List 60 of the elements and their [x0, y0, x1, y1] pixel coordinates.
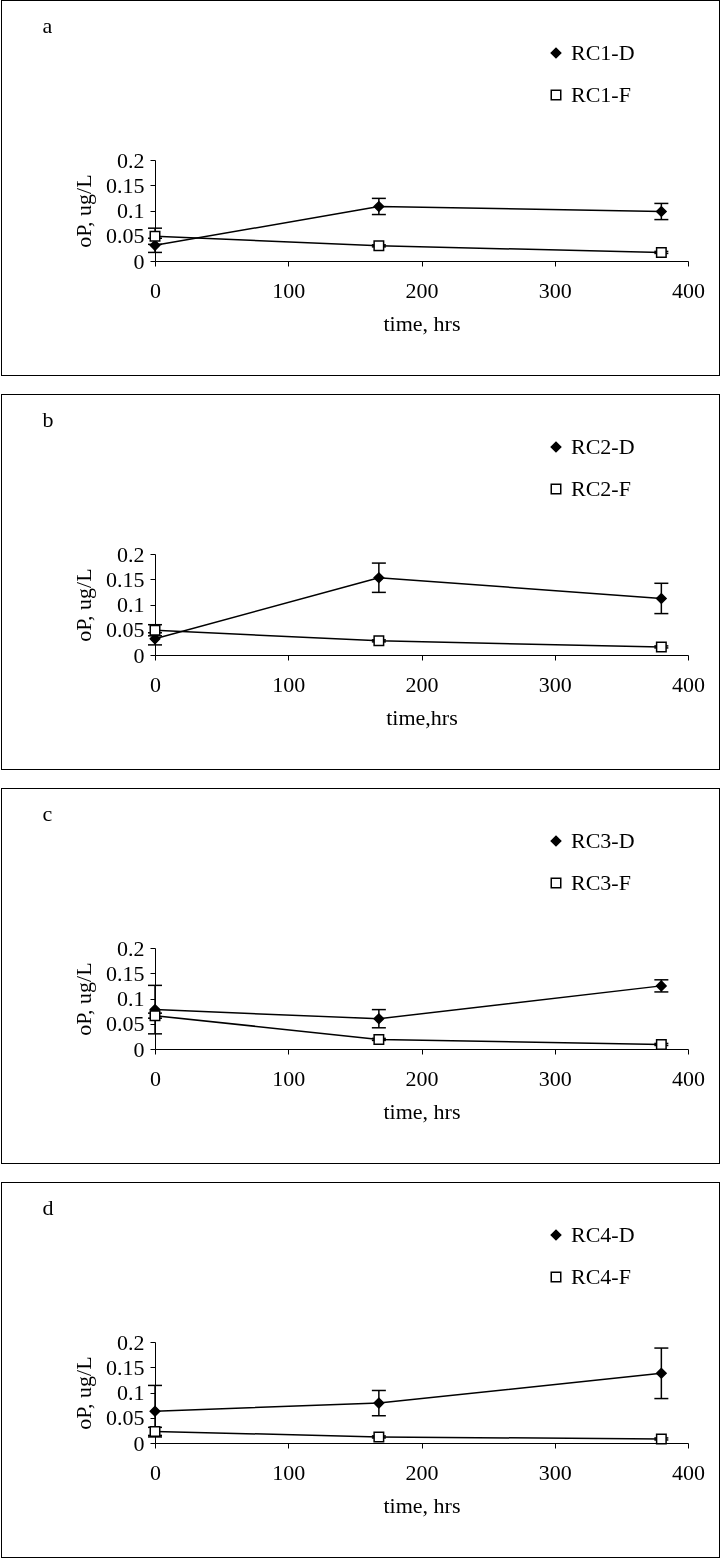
- x-tick-label: 300: [538, 277, 572, 303]
- y-axis-title: oP, ug/L: [71, 1356, 96, 1430]
- x-tick-label: 400: [672, 1065, 705, 1091]
- chart-title: a: [42, 13, 53, 38]
- legend-label: RC1-F: [571, 82, 631, 107]
- x-tick-label: 100: [272, 277, 306, 303]
- y-tick-label: 0.15: [106, 1354, 145, 1380]
- x-tick-label: 100: [272, 1065, 306, 1091]
- x-tick-label: 100: [272, 1459, 306, 1485]
- x-tick-label: 400: [672, 1459, 705, 1485]
- y-tick-label: 0: [133, 642, 145, 668]
- x-axis-title: time,hrs: [386, 704, 458, 730]
- y-tick-label: 0: [133, 1036, 145, 1062]
- x-tick-label: 200: [405, 1459, 439, 1485]
- y-tick-label: 0: [133, 1430, 145, 1456]
- y-axis-title: oP, ug/L: [71, 174, 96, 248]
- chart-title: c: [42, 801, 53, 826]
- y-tick-label: 0.1: [117, 986, 145, 1011]
- y-tick-label: 0.1: [117, 198, 145, 223]
- x-tick-label: 0: [150, 671, 161, 697]
- legend-label: RC3-F: [571, 870, 631, 895]
- legend-label: RC2-F: [571, 476, 631, 501]
- y-tick-label: 0.15: [106, 172, 145, 198]
- y-tick-label: 0.1: [117, 592, 145, 617]
- y-tick-label: 0.05: [106, 617, 145, 643]
- chart-title: d: [42, 1195, 54, 1220]
- x-tick-label: 400: [672, 671, 705, 697]
- x-tick-label: 300: [538, 1459, 572, 1485]
- x-axis-title: time, hrs: [383, 1098, 461, 1124]
- y-tick-label: 0: [133, 248, 145, 274]
- x-tick-label: 200: [405, 277, 439, 303]
- x-axis-title: time, hrs: [383, 1492, 461, 1518]
- y-tick-label: 0.05: [106, 223, 145, 249]
- y-axis-title: oP, ug/L: [71, 568, 96, 642]
- y-tick-label: 0.2: [117, 1329, 145, 1355]
- x-tick-label: 400: [672, 277, 705, 303]
- y-axis-title: oP, ug/L: [71, 962, 96, 1036]
- legend-label: RC4-F: [571, 1264, 631, 1289]
- x-axis-title: time, hrs: [383, 310, 461, 336]
- legend-label: RC1-D: [571, 40, 635, 65]
- x-tick-label: 300: [538, 1065, 572, 1091]
- x-tick-label: 200: [405, 671, 439, 697]
- y-tick-label: 0.05: [106, 1405, 145, 1431]
- x-tick-label: 0: [150, 1459, 161, 1485]
- y-tick-label: 0.1: [117, 1380, 145, 1405]
- y-tick-label: 0.15: [106, 960, 145, 986]
- y-tick-label: 0.2: [117, 541, 145, 567]
- y-tick-label: 0.2: [117, 935, 145, 961]
- legend-label: RC4-D: [571, 1222, 635, 1247]
- x-tick-label: 0: [150, 277, 161, 303]
- y-tick-label: 0.2: [117, 147, 145, 173]
- legend-label: RC3-D: [571, 828, 635, 853]
- legend-label: RC2-D: [571, 434, 635, 459]
- x-tick-label: 200: [405, 1065, 439, 1091]
- chart-title: b: [42, 407, 54, 432]
- x-tick-label: 100: [272, 671, 306, 697]
- x-tick-label: 300: [538, 671, 572, 697]
- y-tick-label: 0.15: [106, 566, 145, 592]
- x-tick-label: 0: [150, 1065, 161, 1091]
- y-tick-label: 0.05: [106, 1011, 145, 1037]
